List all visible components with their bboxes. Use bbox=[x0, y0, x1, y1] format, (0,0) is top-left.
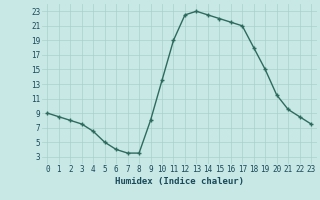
X-axis label: Humidex (Indice chaleur): Humidex (Indice chaleur) bbox=[115, 177, 244, 186]
